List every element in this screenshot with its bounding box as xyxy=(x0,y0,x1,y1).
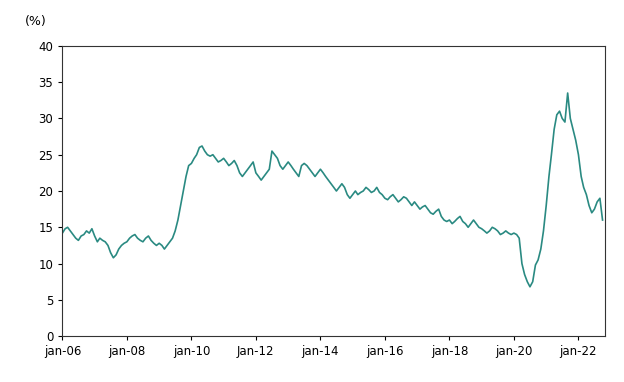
Text: (%): (%) xyxy=(24,15,46,28)
